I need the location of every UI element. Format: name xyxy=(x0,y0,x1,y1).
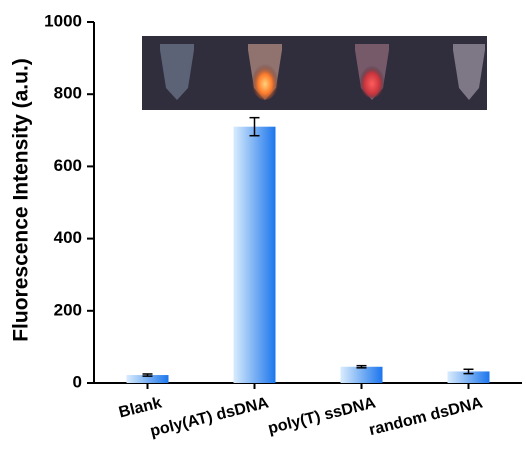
y-tick-label: 400 xyxy=(54,228,82,247)
inset-photo xyxy=(142,36,487,110)
x-tick-label: random dsDNA xyxy=(367,394,485,439)
bar xyxy=(126,375,169,383)
x-tick-label: poly(AT) dsDNA xyxy=(149,394,271,440)
y-tick-label: 200 xyxy=(54,300,82,319)
y-axis-title: Fluorescence Intensity (a.u.) xyxy=(10,58,33,342)
y-tick-label: 0 xyxy=(73,372,82,391)
bar xyxy=(340,366,383,383)
bar xyxy=(233,126,276,383)
bar xyxy=(447,371,490,383)
y-tick-label: 600 xyxy=(54,156,82,175)
x-tick-label: Blank xyxy=(117,394,163,421)
y-tick-label: 800 xyxy=(54,84,82,103)
x-tick-label: poly(T) ssDNA xyxy=(266,394,378,437)
y-tick-label: 1000 xyxy=(44,11,82,30)
